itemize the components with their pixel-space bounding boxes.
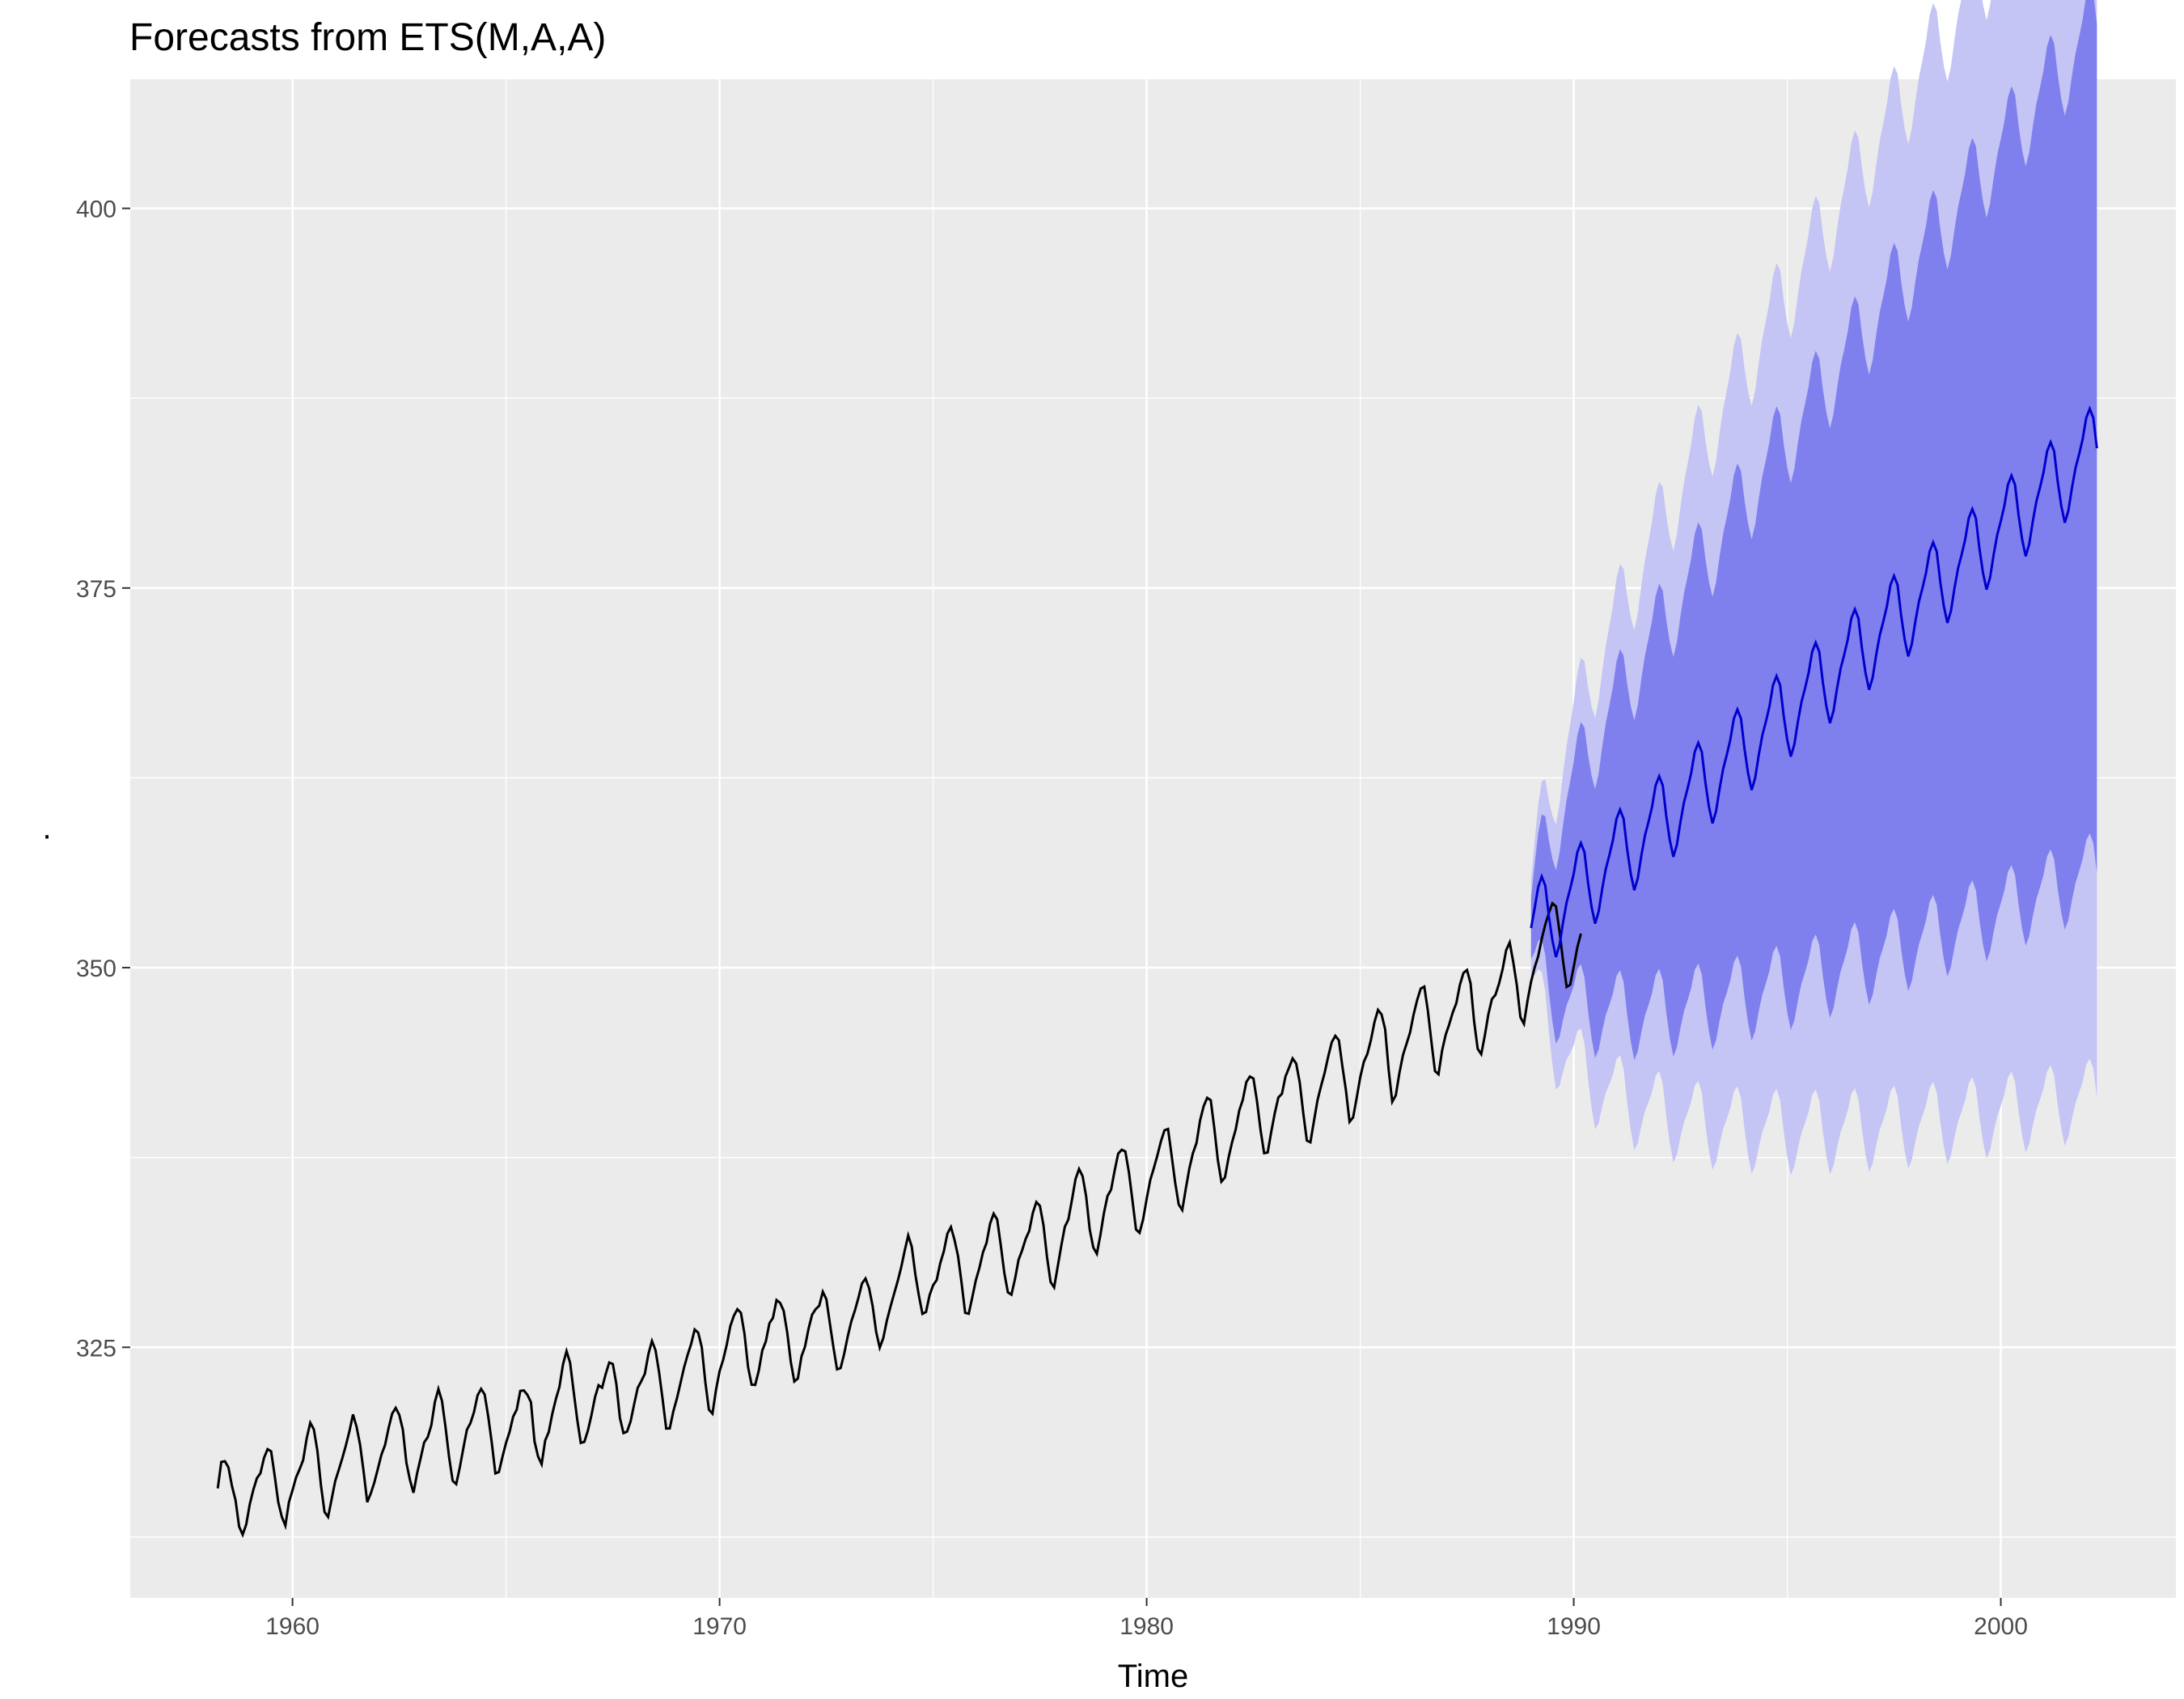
- axes: 1960 1970 1980 1990 2000 325 350 375 400: [76, 197, 2028, 1640]
- x-tick-label: 1990: [1547, 1613, 1601, 1640]
- series-layer: [216, 405, 2098, 1539]
- y-axis-title: .: [42, 811, 51, 846]
- y-tick-label: 350: [76, 955, 116, 982]
- history-line: [216, 900, 1582, 1539]
- y-tick-label: 375: [76, 576, 116, 603]
- x-tick-label: 1980: [1120, 1613, 1174, 1640]
- y-tick-label: 325: [76, 1335, 116, 1362]
- x-axis-title: Time: [1118, 1659, 1188, 1694]
- pi80-band: [1530, 0, 2097, 1061]
- y-tick-label: 400: [76, 197, 116, 223]
- pi80-band-layer: [1530, 0, 2097, 1061]
- chart-title: Forecasts from ETS(M,A,A): [129, 16, 606, 59]
- forecast-mean-line: [1530, 405, 2098, 958]
- x-tick-label: 1960: [265, 1613, 320, 1640]
- x-tick-label: 1970: [692, 1613, 747, 1640]
- x-tick-label: 2000: [1974, 1613, 2028, 1640]
